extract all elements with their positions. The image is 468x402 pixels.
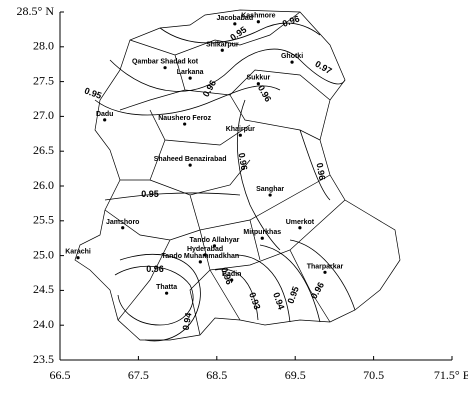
city-label: Tharparkar <box>307 263 344 270</box>
contour-label: 0.96 <box>146 264 164 274</box>
city-marker <box>256 82 260 86</box>
contour-line <box>109 48 346 92</box>
city-marker <box>298 226 302 230</box>
city-label: Hyderabad <box>187 246 223 253</box>
x-tick-label: 68.5 <box>206 368 227 382</box>
x-tick-label: 71.5° E <box>434 368 468 382</box>
y-tick-label: 24.0 <box>33 317 54 331</box>
y-tick-label: 23.5 <box>33 352 54 366</box>
contour-line <box>289 239 356 311</box>
city-marker <box>163 66 167 70</box>
contour-label: 0.96 <box>237 152 250 171</box>
y-tick-label: 27.0 <box>33 108 54 122</box>
city-marker <box>183 122 187 126</box>
contour-line <box>234 254 291 323</box>
city-marker <box>230 278 234 282</box>
contours <box>94 22 356 342</box>
city-label: Qambar Shadad kot <box>132 59 199 66</box>
city-label: Jacobabad <box>217 15 254 22</box>
city-label: Tando Muhammadkhan <box>162 253 240 260</box>
contour-line <box>259 244 321 323</box>
contour-label: 0.95 <box>83 85 103 100</box>
y-tick-label: 28.0 <box>33 39 54 53</box>
city-marker <box>256 20 260 24</box>
city-label: Badin <box>222 271 241 278</box>
y-tick-label: 27.5 <box>33 73 54 87</box>
contour-label: 0.96 <box>281 13 301 28</box>
city-label: Karachi <box>65 249 91 256</box>
city-label: Thatta <box>156 284 177 291</box>
city-label: Ghotki <box>281 53 303 60</box>
province-outline <box>74 9 401 341</box>
contour-label: 0.95 <box>141 189 159 199</box>
city-marker <box>220 48 224 52</box>
x-tick-label: 67.5 <box>128 368 149 382</box>
contour-line <box>299 129 331 201</box>
x-tick-label: 70.5 <box>363 368 384 382</box>
contour-label: 0.93 <box>247 291 262 311</box>
y-tick-label: 25.0 <box>33 247 54 261</box>
x-tick-label: 69.5 <box>285 368 306 382</box>
contour-label: 0.97 <box>313 59 333 76</box>
x-tick-label: 66.5 <box>50 368 71 382</box>
city-marker <box>233 22 237 26</box>
y-tick-label: 26.0 <box>33 178 54 192</box>
contour-line <box>159 22 321 44</box>
city-marker <box>323 270 327 274</box>
city-marker <box>198 260 202 264</box>
city-label: Mirpurkhas <box>243 229 281 236</box>
contour-label: 0.96 <box>309 280 326 300</box>
contour-line <box>94 85 281 116</box>
city-marker <box>76 256 80 260</box>
y-tick-label: 25.5 <box>33 213 54 227</box>
contour-label: 0.95 <box>285 285 300 305</box>
city-marker <box>268 193 272 197</box>
city-label: Dadu <box>96 111 114 118</box>
city-marker <box>121 226 125 230</box>
city-label: Shaheed Benazirabad <box>154 156 227 163</box>
contour-label: 0.94 <box>271 291 286 311</box>
city-marker <box>212 244 217 248</box>
y-tick-label: 28.5° N <box>17 4 55 18</box>
city-label: Sukkur <box>246 75 270 82</box>
contour-line <box>104 192 241 201</box>
city-label: Tando Allahyar <box>190 237 240 244</box>
city-label: Khairpur <box>226 126 255 133</box>
contour-label: 0.95 <box>228 24 248 42</box>
city-label: Shikarpur <box>206 41 239 48</box>
city-marker <box>290 60 294 64</box>
city-label: Umerkot <box>286 219 315 226</box>
contour-line <box>114 265 194 326</box>
boundaries <box>74 9 401 341</box>
contour-line <box>236 99 281 251</box>
contour-line <box>214 268 259 321</box>
city-label: Sanghar <box>256 186 284 193</box>
y-tick-label: 26.5 <box>33 143 54 157</box>
city-marker <box>260 236 264 240</box>
district-line <box>104 11 346 336</box>
contour-label: 0.94 <box>181 312 194 331</box>
city-label: Larkana <box>177 69 204 76</box>
city-marker <box>103 118 107 122</box>
city-marker <box>188 163 192 167</box>
city-marker <box>165 291 169 295</box>
contour-label: 0.96 <box>315 162 328 181</box>
contour-line <box>119 253 201 342</box>
city-label: Jamshoro <box>106 219 139 226</box>
city-marker <box>238 133 242 137</box>
city-label: Naushero Feroz <box>158 115 211 122</box>
city-marker <box>188 76 192 80</box>
city-marker <box>203 253 207 257</box>
city-label: Kashmore <box>241 13 275 20</box>
y-tick-label: 24.5 <box>33 282 54 296</box>
